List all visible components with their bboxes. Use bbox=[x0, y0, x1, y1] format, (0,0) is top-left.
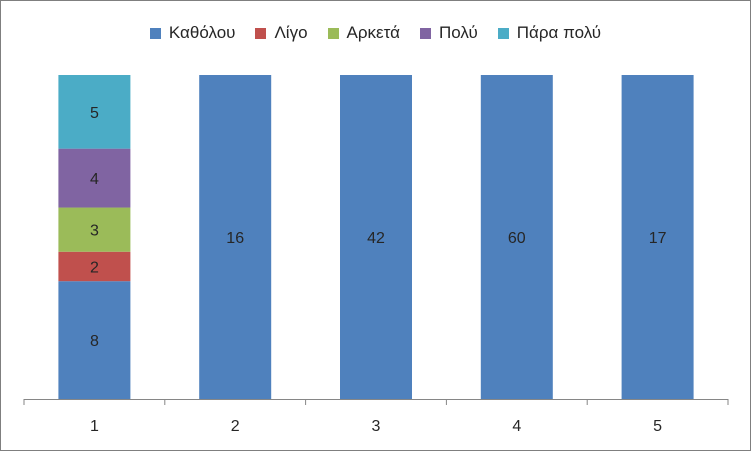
bar-segment-1-series-5 bbox=[58, 75, 131, 149]
legend-entry-poly: Πολύ bbox=[419, 23, 478, 43]
legend-label-arketa: Αρκετά bbox=[346, 23, 400, 42]
data-label-1-series-5: 5 bbox=[90, 105, 99, 122]
bar-segment-2-series-1 bbox=[199, 75, 272, 399]
legend: Καθόλου Λίγο Αρκετά Πολύ Πάρα πολύ bbox=[1, 21, 750, 45]
legend-entry-ligo: Λίγο bbox=[255, 23, 308, 43]
bar-segment-1-series-2 bbox=[58, 251, 131, 282]
x-tick-label-4: 4 bbox=[512, 418, 521, 435]
data-label-1-series-1: 8 bbox=[90, 333, 99, 350]
legend-entry-arketa: Αρκετά bbox=[327, 23, 400, 43]
bar-segment-1-series-1 bbox=[58, 281, 131, 399]
bar-segment-1-series-3 bbox=[58, 207, 131, 252]
x-tick-label-5: 5 bbox=[653, 418, 662, 435]
bar-segment-1-series-4 bbox=[58, 148, 131, 208]
data-label-1-series-2: 2 bbox=[90, 259, 99, 276]
legend-swatch-arketa bbox=[327, 27, 339, 39]
legend-swatch-poly bbox=[419, 27, 431, 39]
bar-segment-5-series-1 bbox=[621, 75, 694, 399]
legend-label-poly: Πολύ bbox=[438, 23, 478, 42]
data-label-4-series-1: 60 bbox=[508, 230, 526, 247]
data-label-1-series-4: 4 bbox=[90, 171, 99, 188]
x-tick-label-1: 1 bbox=[90, 418, 99, 435]
legend-label-para-poly: Πάρα πολύ bbox=[516, 23, 602, 42]
legend-swatch-para-poly bbox=[497, 27, 509, 39]
bar-segment-3-series-1 bbox=[340, 75, 412, 399]
legend-label-kathoulou: Καθόλου bbox=[168, 23, 236, 42]
legend-entry-para-poly: Πάρα πολύ bbox=[497, 23, 602, 43]
data-label-2-series-1: 16 bbox=[226, 230, 244, 247]
data-label-1-series-3: 3 bbox=[90, 223, 99, 240]
data-label-3-series-1: 42 bbox=[367, 230, 385, 247]
x-tick-label-2: 2 bbox=[231, 418, 240, 435]
data-label-5-series-1: 17 bbox=[649, 230, 667, 247]
legend-swatch-kathoulou bbox=[149, 27, 161, 39]
legend-label-ligo: Λίγο bbox=[274, 23, 308, 42]
legend-swatch-ligo bbox=[255, 27, 267, 39]
bar-segment-4-series-1 bbox=[480, 75, 553, 399]
x-tick-label-3: 3 bbox=[372, 418, 381, 435]
legend-entry-kathoulou: Καθόλου bbox=[149, 23, 236, 43]
